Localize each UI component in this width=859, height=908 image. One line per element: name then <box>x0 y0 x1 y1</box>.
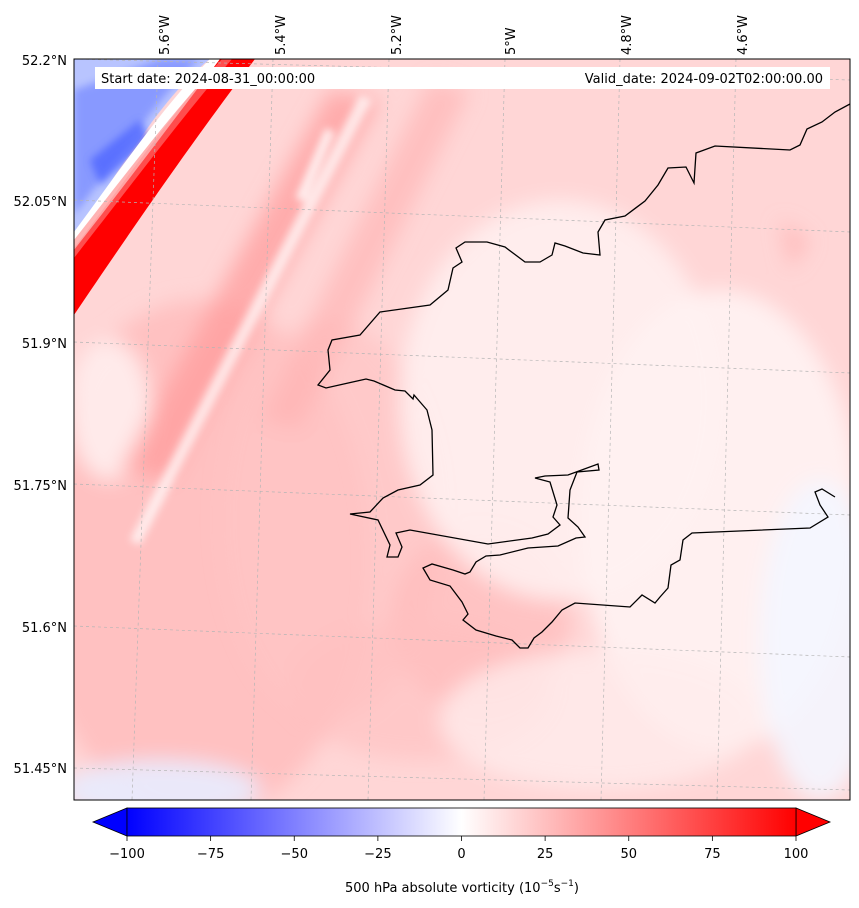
colorbar-tick-label: −25 <box>364 847 391 862</box>
colorbar-tick-label: 75 <box>704 847 721 862</box>
colorbar-tick-label: 100 <box>784 847 809 862</box>
colorbar-gradient <box>126 807 797 837</box>
lon-label: 4.8°W <box>620 15 635 55</box>
colorbar-ticks: −100 −75 −50 −25 0 25 50 75 100 <box>109 836 808 862</box>
colorbar-tick-label: −75 <box>197 847 224 862</box>
valid-date-label: Valid_date: 2024-09-02T02:00:00.00 <box>585 72 823 87</box>
colorbar-label: 500 hPa absolute vorticity (10−5s−1) <box>345 879 579 896</box>
lon-label: 5°W <box>504 27 519 55</box>
lat-label: 51.45°N <box>14 762 67 777</box>
coastline <box>316 103 850 649</box>
start-date-label: Start date: 2024-08-31_00:00:00 <box>101 72 315 87</box>
colorbar-min-extend <box>91 807 128 837</box>
lon-label: 4.6°W <box>736 15 751 55</box>
lat-label: 51.75°N <box>14 479 67 494</box>
lon-label: 5.6°W <box>158 15 173 55</box>
lat-label: 52.2°N <box>22 54 67 69</box>
lon-label: 5.4°W <box>274 15 289 55</box>
map-frame <box>73 58 851 801</box>
colorbar-tick-label: 50 <box>620 847 637 862</box>
lon-label: 5.2°W <box>390 15 405 55</box>
colorbar-tick-label: −100 <box>109 847 145 862</box>
vorticity-field <box>74 59 850 800</box>
lat-label: 51.6°N <box>22 621 67 636</box>
lat-label: 52.05°N <box>14 195 67 210</box>
date-label-band <box>95 67 830 89</box>
colorbar-max-extend <box>795 807 832 837</box>
colorbar-tick-label: −50 <box>281 847 308 862</box>
colorbar: −100 −75 −50 −25 0 25 50 75 100 500 hPa absolute… <box>91 807 832 896</box>
latitude-labels: 52.2°N 52.05°N 51.9°N 51.75°N 51.6°N 51.… <box>14 54 67 777</box>
colorbar-tick-label: 0 <box>457 847 465 862</box>
colorbar-tick-label: 25 <box>537 847 554 862</box>
lat-label: 51.9°N <box>22 337 67 352</box>
longitude-labels: 5.6°W 5.4°W 5.2°W 5°W 4.8°W 4.6°W <box>158 15 751 55</box>
